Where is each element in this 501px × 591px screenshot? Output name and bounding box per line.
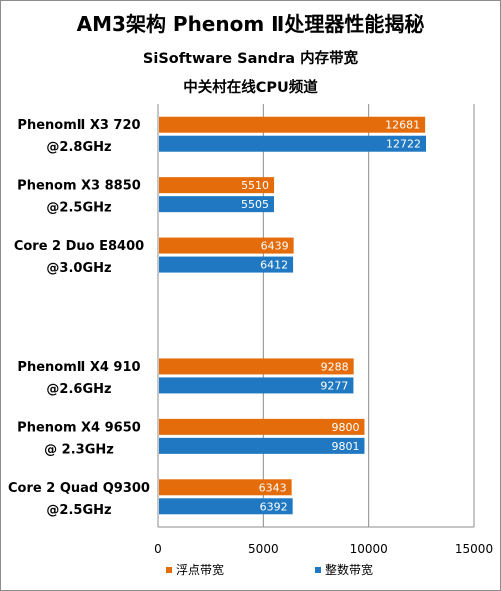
legend-swatch: [315, 567, 321, 573]
category-label: @2.8GHz: [46, 140, 111, 155]
x-tick-label: 10000: [350, 542, 388, 556]
bar: [159, 479, 292, 496]
bar: [159, 196, 274, 213]
category-label: @ 2.3GHz: [44, 442, 114, 457]
bar: [159, 358, 354, 375]
bar-data-label: 5505: [241, 198, 269, 211]
category-label: @3.0GHz: [46, 261, 111, 276]
category-label: @2.5GHz: [46, 503, 111, 518]
bar: [159, 135, 427, 152]
legend-label: 整数带宽: [325, 562, 373, 577]
bar: [159, 498, 293, 515]
x-tick-label: 5000: [248, 542, 279, 556]
x-tick-label: 15000: [455, 542, 493, 556]
bar-data-label: 6392: [260, 500, 288, 513]
bar-data-label: 6439: [261, 240, 289, 253]
bar: [159, 437, 365, 454]
bar: [159, 418, 365, 435]
bar: [159, 177, 275, 194]
chart-source: 中关村在线CPU频道: [183, 80, 318, 96]
bar-data-label: 6412: [260, 259, 288, 272]
bar-data-label: 9277: [320, 379, 348, 392]
category-label: @2.6GHz: [46, 382, 111, 397]
bar-data-label: 9288: [321, 360, 349, 373]
bar: [159, 256, 294, 273]
category-label: @2.5GHz: [46, 201, 111, 216]
chart-subtitle: SiSoftware Sandra 内存带宽: [142, 51, 359, 67]
bar-data-label: 9800: [331, 421, 359, 434]
category-label: Core 2 Quad Q9300: [8, 481, 150, 496]
bar-data-label: 12681: [385, 119, 420, 132]
category-label: PhenomⅡ X4 910: [17, 360, 140, 375]
legend-label: 浮点带宽: [176, 562, 224, 577]
bar-data-label: 6343: [259, 481, 287, 494]
bar-data-label: 5510: [241, 179, 269, 192]
category-label: Phenom X4 9650: [17, 420, 141, 435]
bar-data-label: 9801: [331, 440, 359, 453]
bar: [159, 237, 294, 254]
bar-data-label: 12722: [386, 138, 421, 151]
bar: [159, 116, 426, 133]
chart-title: AM3架构 Phenom Ⅱ处理器性能揭秘: [76, 12, 425, 36]
bar: [159, 377, 354, 394]
category-label: PhenomⅡ X3 720: [17, 118, 140, 133]
x-tick-label: 0: [154, 542, 162, 556]
category-label: Phenom X3 8850: [17, 179, 141, 194]
category-label: Core 2 Duo E8400: [14, 239, 144, 254]
legend-swatch: [166, 567, 172, 573]
